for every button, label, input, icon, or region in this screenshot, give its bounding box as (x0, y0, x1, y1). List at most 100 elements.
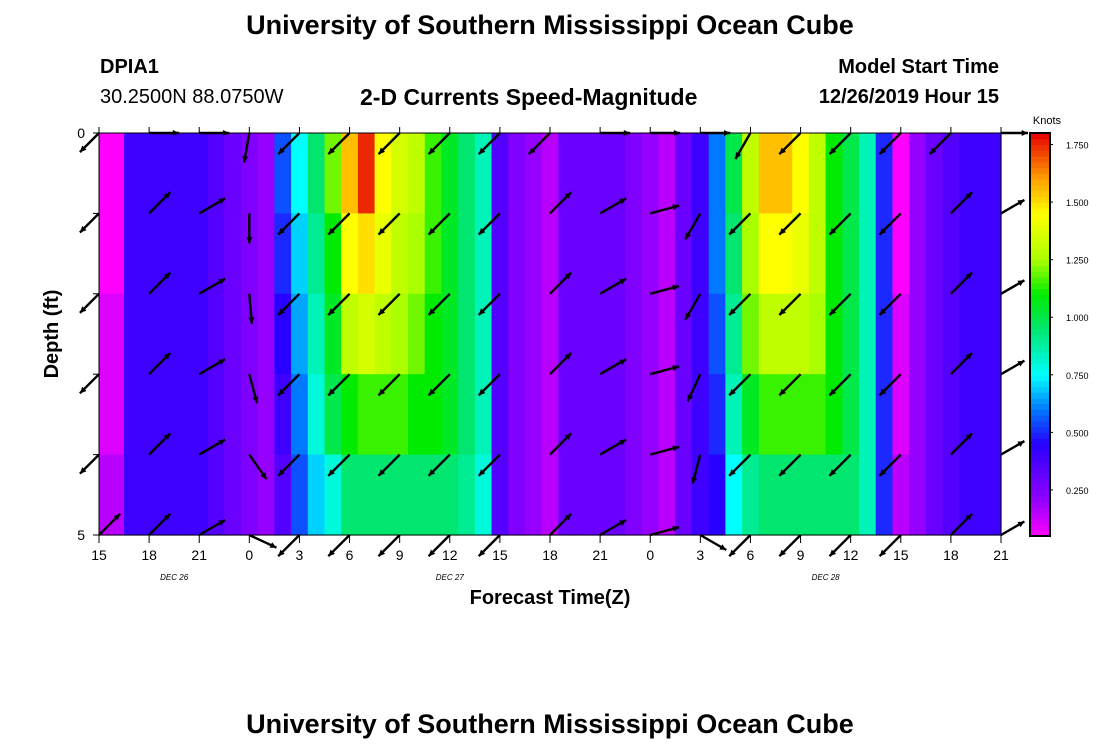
heatmap-cell (140, 454, 159, 536)
current-vector-head (672, 284, 680, 291)
current-vector-head (829, 549, 837, 557)
colorbar-segment (1030, 144, 1050, 151)
heatmap-cell (575, 213, 593, 295)
colorbar-segment (1030, 265, 1050, 272)
current-vector-head (779, 147, 786, 155)
heatmap-cell (124, 213, 142, 295)
heatmap-cell (742, 293, 760, 375)
heatmap-cell (925, 374, 944, 456)
current-vector-head (929, 147, 937, 155)
heatmap-cell (291, 133, 309, 214)
x-tick-label: 0 (646, 547, 654, 563)
heatmap-cell (641, 374, 660, 456)
colorbar-segment (1030, 334, 1050, 341)
colorbar-segment (1030, 299, 1050, 307)
heatmap-cell (458, 293, 476, 375)
current-vector-head (378, 308, 386, 315)
current-vector-head (564, 192, 572, 199)
heatmap-cell (825, 293, 843, 375)
colorbar-segment (1030, 225, 1050, 232)
x-tick-label: 0 (245, 547, 253, 563)
heatmap-cell (474, 133, 493, 214)
heatmap-cell (307, 213, 326, 295)
current-vector-head (965, 272, 973, 280)
heatmap-cell (975, 293, 994, 375)
colorbar-segment (1030, 340, 1050, 347)
heatmap-cell (107, 133, 125, 214)
current-vector-head (378, 469, 386, 476)
heatmap-cell (909, 293, 927, 375)
heatmap-cell (491, 293, 509, 375)
current-vector-head (378, 549, 386, 557)
station-coordinates: 30.2500N 88.0750W (100, 86, 284, 108)
colorbar-tick-label: 1.000 (1066, 313, 1089, 323)
heatmap-cell (825, 213, 843, 295)
heatmap-cell (224, 454, 242, 536)
colorbar-segment (1030, 478, 1050, 485)
heatmap-cell (875, 133, 894, 214)
colorbar-segment (1030, 242, 1050, 249)
heatmap-cell (942, 213, 960, 295)
heatmap-cell (257, 374, 275, 456)
heatmap-cell (625, 454, 643, 536)
colorbar-tick-label: 1.250 (1066, 256, 1089, 266)
heatmap-cell (424, 213, 443, 295)
heatmap-cell (240, 133, 259, 214)
colorbar-segment (1030, 449, 1050, 456)
current-vector-head (328, 388, 335, 396)
colorbar-segment (1030, 530, 1050, 537)
heatmap-cell (124, 133, 142, 214)
heatmap-cell (875, 213, 894, 295)
current-vector-head (965, 433, 973, 440)
heatmap-cell (608, 133, 626, 214)
current-vector-head (428, 388, 436, 396)
x-tick-label: 6 (346, 547, 354, 563)
colorbar-segment (1030, 409, 1050, 416)
current-vector-head (965, 513, 973, 521)
colorbar-segment (1030, 248, 1050, 255)
heatmap-cell (107, 293, 125, 375)
heatmap-cell (240, 293, 259, 375)
current-vector-head (691, 476, 698, 484)
colorbar-segment (1030, 322, 1050, 330)
heatmap-cell (925, 213, 944, 295)
colorbar-segment (1030, 363, 1050, 370)
heatmap-cell (658, 293, 676, 375)
x-tick-label: 15 (492, 547, 508, 563)
current-vector-head (478, 549, 486, 557)
colorbar-segment (1030, 150, 1050, 157)
heatmap-cell (992, 374, 1002, 456)
heatmap-cell (491, 213, 509, 295)
current-vector-head (1021, 130, 1028, 136)
current-vector-head (1017, 521, 1025, 528)
heatmap-cell (307, 374, 326, 456)
heatmap-cell (291, 213, 309, 295)
heatmap-cell (324, 454, 342, 536)
heatmap-cell (775, 213, 793, 295)
current-vector-head (735, 152, 742, 159)
current-vector-head (528, 147, 536, 155)
heatmap-cell (424, 374, 443, 456)
chart-title: 2-D Currents Speed-Magnitude (360, 84, 698, 110)
heatmap-cell (324, 374, 342, 456)
heatmap-cells (99, 133, 1002, 536)
current-vector-head (252, 396, 259, 404)
heatmap-cell (190, 293, 209, 375)
heatmap-cell (992, 293, 1002, 375)
heatmap-cell (608, 454, 626, 536)
current-vectors (79, 130, 1028, 558)
heatmap-cell (224, 374, 242, 456)
current-vector-head (478, 469, 486, 476)
heatmap-cell (357, 374, 376, 456)
current-vector-head (428, 147, 436, 155)
heatmap-cell (808, 133, 827, 214)
current-vector-head (163, 433, 171, 440)
heatmap-cell (107, 213, 125, 295)
colorbar-segment (1030, 167, 1050, 174)
heatmap-cell (274, 454, 292, 536)
current-vector-head (278, 388, 285, 396)
current-vector-head (779, 549, 786, 557)
current-vector-head (218, 359, 226, 365)
current-vector-head (965, 192, 973, 199)
current-vector-head (218, 520, 226, 526)
